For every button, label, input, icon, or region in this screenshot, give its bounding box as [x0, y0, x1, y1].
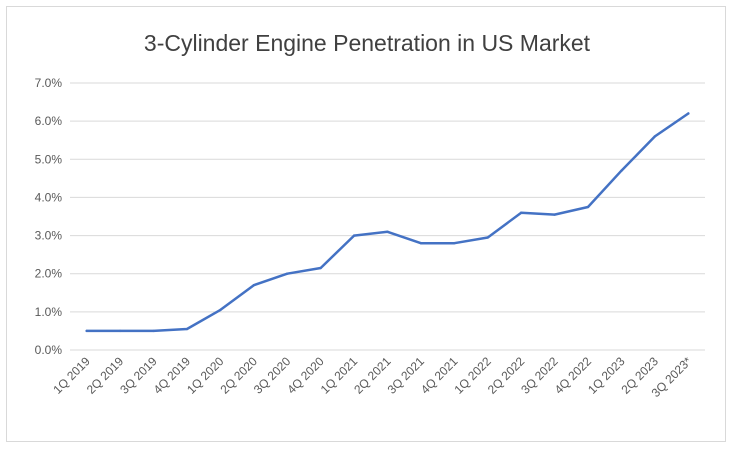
y-axis-ticks: 0.0% 1.0% 2.0% 3.0% 4.0% 5.0% 6.0% 7.0%: [35, 76, 63, 357]
y-tick-label: 4.0%: [35, 190, 63, 204]
data-point: [486, 236, 489, 239]
y-tick-label: 3.0%: [35, 229, 63, 243]
data-point: [386, 230, 389, 233]
y-tick-label: 1.0%: [35, 305, 63, 319]
data-point: [352, 234, 356, 237]
chart-frame: [6, 6, 726, 442]
data-point: [419, 242, 423, 245]
y-tick-label: 2.0%: [35, 267, 63, 281]
data-point: [553, 213, 556, 216]
series-line: [85, 112, 690, 333]
data-point: [85, 329, 88, 333]
data-point: [620, 169, 623, 172]
data-point: [219, 308, 222, 312]
data-point: [252, 283, 256, 287]
y-tick-label: 7.0%: [35, 76, 63, 90]
y-tick-label: 6.0%: [35, 114, 63, 128]
data-point: [152, 329, 155, 333]
data-point: [118, 329, 122, 333]
y-tick-label: 5.0%: [35, 152, 63, 166]
data-point: [319, 266, 322, 270]
data-point: [653, 135, 657, 138]
gridlines: [70, 82, 705, 351]
data-point: [519, 211, 523, 214]
series-layer: [85, 112, 690, 333]
data-point: [185, 327, 189, 331]
chart-title: 3-Cylinder Engine Penetration in US Mark…: [143, 30, 591, 56]
y-tick-label: 0.0%: [35, 343, 63, 357]
data-point: [586, 205, 590, 209]
data-point: [453, 242, 456, 245]
data-point: [286, 272, 289, 275]
data-point: [687, 112, 690, 115]
